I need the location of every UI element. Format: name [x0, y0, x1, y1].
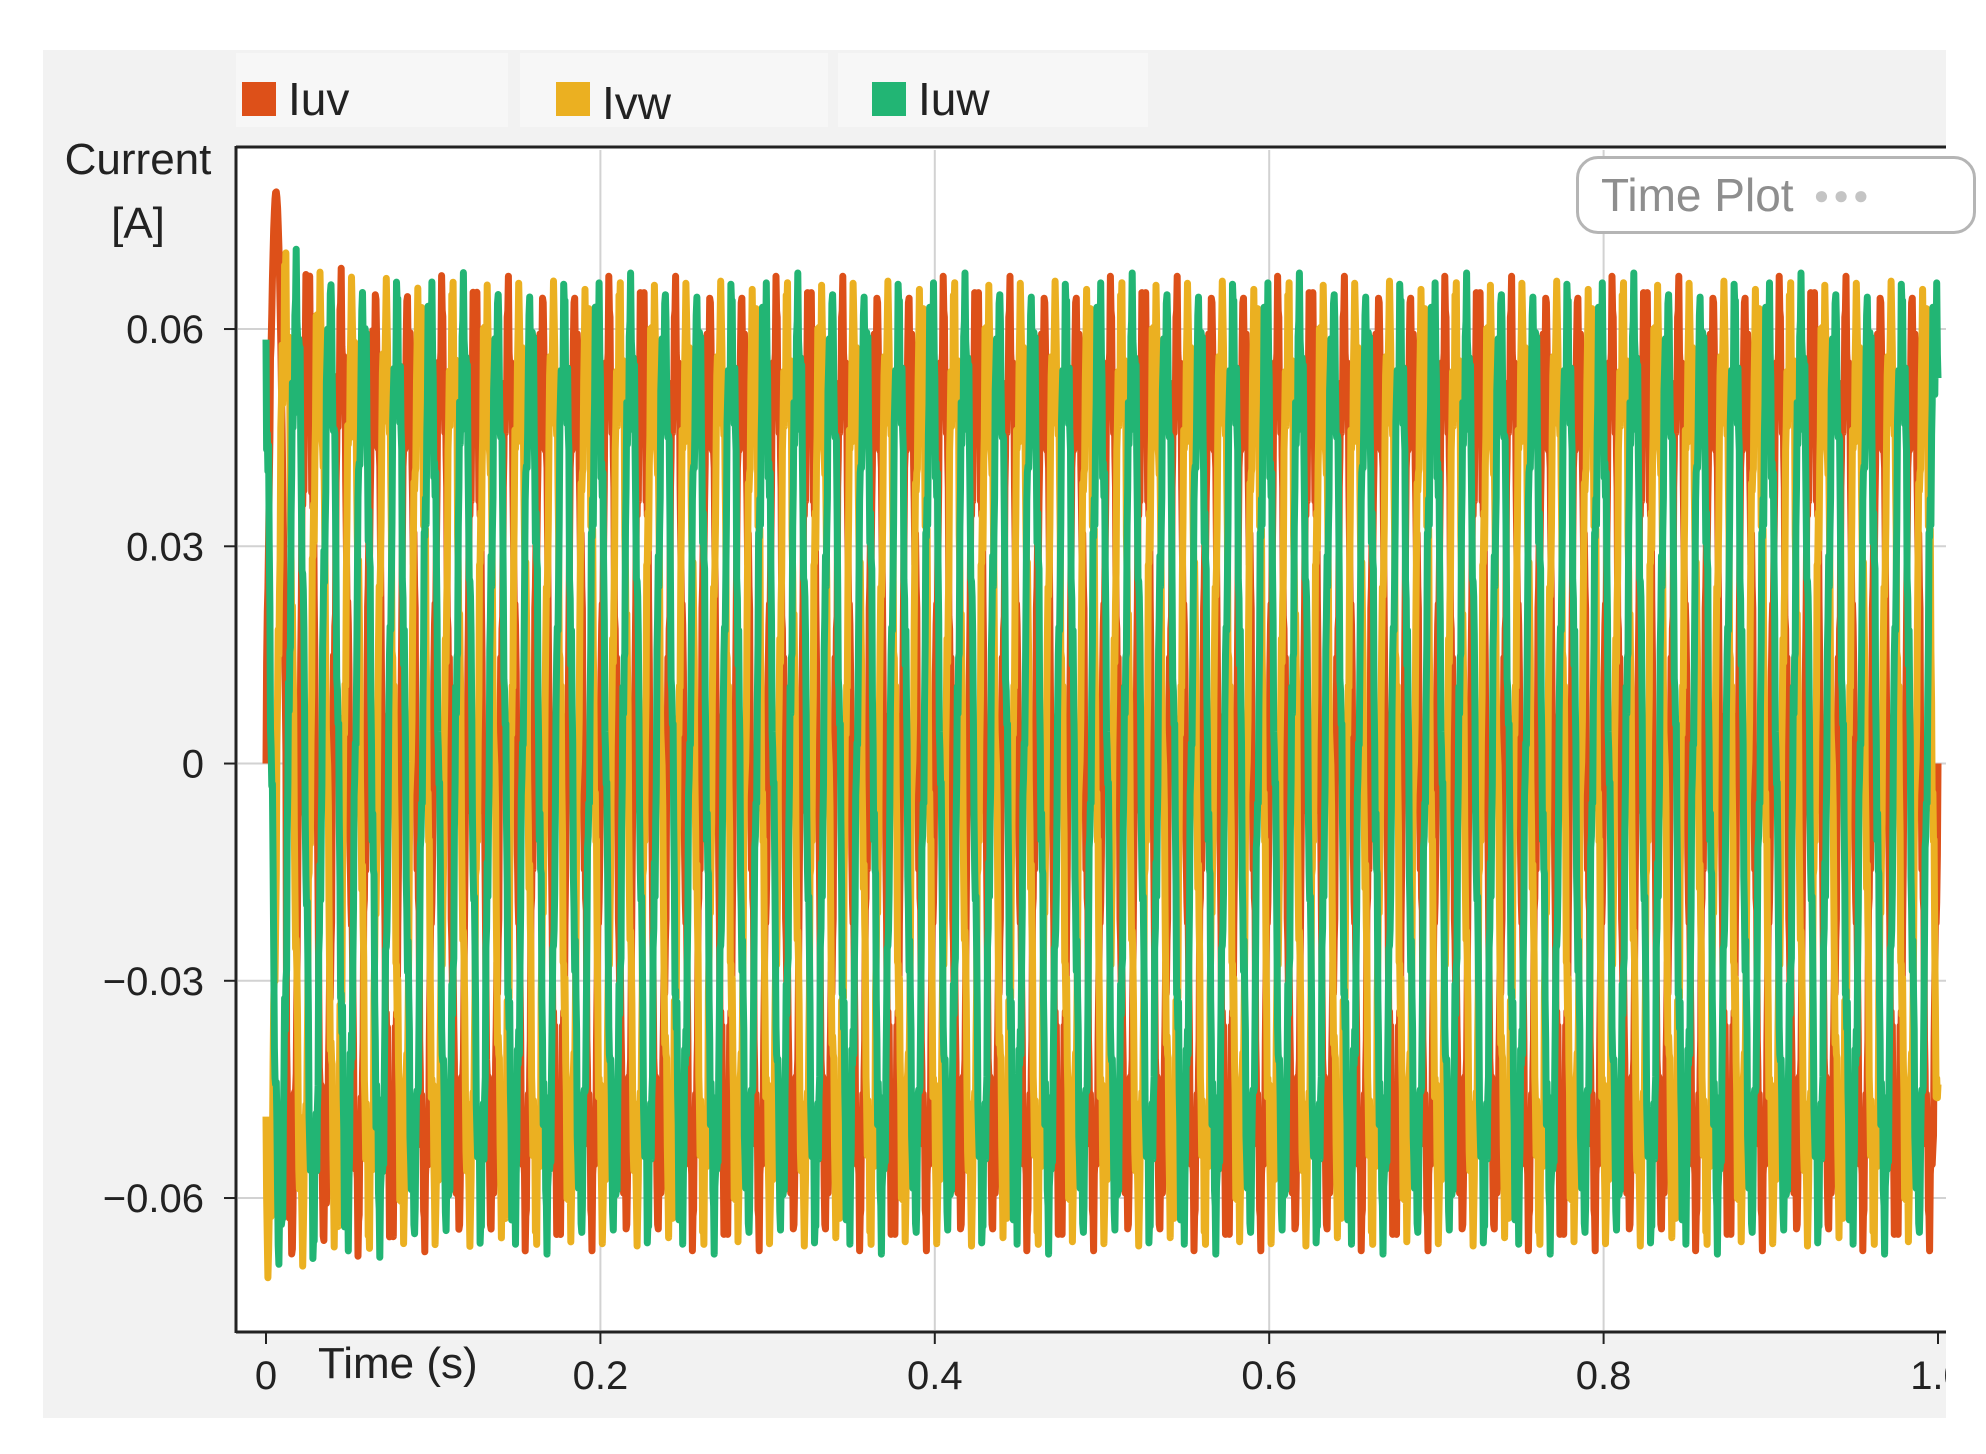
legend-swatch-iuv [242, 82, 276, 116]
y-tick-label: −0.06 [103, 1177, 204, 1221]
legend-label-ivw: Ivw [602, 77, 671, 129]
legend-item-iuv[interactable]: Iuv [242, 72, 349, 126]
y-axis-title-line-1: Current [65, 135, 212, 184]
legend-cell [236, 53, 508, 127]
y-tick-label: 0 [182, 743, 204, 787]
series-layer [262, 188, 1942, 1282]
series-line-iuw [262, 245, 1942, 1268]
x-tick-label: 0.6 [1241, 1354, 1297, 1398]
x-tick-label: 0.2 [573, 1354, 629, 1398]
series-line-iuv [262, 188, 1942, 1260]
x-tick-label: 0.4 [907, 1354, 963, 1398]
legend-label-iuw: Iuw [918, 73, 990, 125]
plot-title-badge[interactable]: Time Plot ●●● [1576, 156, 1976, 234]
y-tick-label: 0.06 [126, 308, 204, 352]
legend-swatch-iuw [872, 82, 906, 116]
x-tick-label: 0.8 [1576, 1354, 1632, 1398]
legend-item-ivw[interactable]: Ivw [556, 72, 671, 129]
right-edge [1946, 0, 1986, 1454]
x-tick-label: 0 [255, 1354, 277, 1398]
y-axis-title-line-2: [A] [111, 199, 165, 248]
more-dots-icon[interactable]: ●●● [1813, 179, 1873, 210]
tick-layer: 0.060.030−0.03−0.060 0.2 0.4 0.6 0.8 1.0 [103, 308, 1966, 1398]
y-tick-label: −0.03 [103, 960, 204, 1004]
x-axis-title: Time (s) [318, 1339, 478, 1388]
legend-label-iuv: Iuv [288, 73, 350, 125]
plot-title-label: Time Plot [1601, 169, 1794, 221]
series-line-ivw [262, 249, 1942, 1282]
legend-swatch-ivw [556, 82, 590, 116]
y-tick-label: 0.03 [126, 525, 204, 569]
legend-item-iuw[interactable]: Iuw [872, 72, 990, 126]
